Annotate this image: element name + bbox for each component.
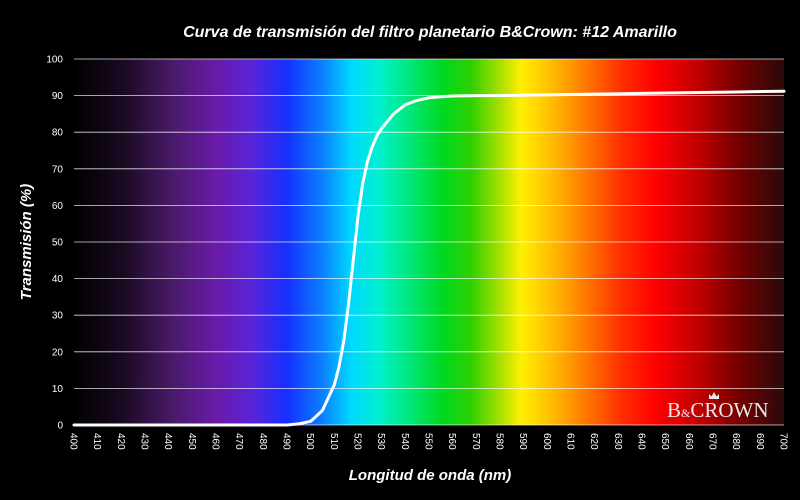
transmission-curve — [72, 89, 786, 427]
x-tick-label: 640 — [636, 433, 647, 450]
bcrown-logo: B&CROWN — [667, 392, 769, 422]
x-tick-label: 650 — [659, 433, 670, 450]
x-tick-label: 660 — [683, 433, 694, 450]
chart-title: Curva de transmisión del filtro planetar… — [183, 24, 677, 41]
x-tick-label: 620 — [588, 433, 599, 450]
y-tick-label: 10 — [52, 384, 64, 395]
x-tick-label: 440 — [162, 433, 173, 450]
y-tick-label: 40 — [52, 274, 64, 285]
logo-crown: CROWN — [690, 398, 768, 422]
y-tick-label: 70 — [52, 164, 64, 175]
x-tick-label: 420 — [115, 433, 126, 450]
x-tick-label: 600 — [541, 433, 552, 450]
x-tick-label: 560 — [446, 433, 457, 450]
y-tick-label: 30 — [52, 311, 64, 322]
x-tick-label: 430 — [139, 433, 150, 450]
crown-icon — [709, 392, 719, 399]
y-tick-label: 50 — [52, 238, 64, 249]
x-axis-ticks: 400 410 420 430 440 450 460 470 480 490 500 510 520 5… — [68, 433, 789, 450]
logo-b: B — [667, 398, 681, 422]
x-tick-label: 520 — [352, 433, 363, 450]
x-tick-label: 470 — [233, 433, 244, 450]
y-tick-label: 60 — [52, 201, 64, 212]
x-tick-label: 700 — [778, 433, 789, 450]
x-tick-label: 610 — [565, 433, 576, 450]
x-tick-label: 630 — [612, 433, 623, 450]
y-tick-label: 0 — [57, 421, 63, 432]
y-axis-ticks: 0 10 20 30 40 50 60 70 80 90 100 — [46, 55, 63, 432]
y-tick-label: 80 — [52, 128, 64, 139]
x-tick-label: 480 — [257, 433, 268, 450]
x-tick-label: 570 — [470, 433, 481, 450]
y-tick-label: 20 — [52, 347, 64, 358]
svg-text:B&CROWN: B&CROWN — [667, 398, 769, 422]
x-tick-label: 690 — [754, 433, 765, 450]
x-axis-title: Longitud de onda (nm) — [349, 467, 511, 484]
x-tick-label: 540 — [399, 433, 410, 450]
x-tick-label: 550 — [423, 433, 434, 450]
grid — [74, 58, 784, 426]
y-tick-label: 100 — [46, 55, 63, 66]
x-tick-label: 400 — [68, 433, 79, 450]
x-tick-label: 410 — [91, 433, 102, 450]
y-axis-title: Transmisión (%) — [18, 184, 35, 300]
x-tick-label: 510 — [328, 433, 339, 450]
x-tick-label: 450 — [186, 433, 197, 450]
x-tick-label: 590 — [517, 433, 528, 450]
x-tick-label: 670 — [707, 433, 718, 450]
x-tick-label: 460 — [210, 433, 221, 450]
x-tick-label: 500 — [304, 433, 315, 450]
x-tick-label: 490 — [281, 433, 292, 450]
x-tick-label: 680 — [730, 433, 741, 450]
y-tick-label: 90 — [52, 91, 64, 102]
x-tick-label: 580 — [494, 433, 505, 450]
x-tick-label: 530 — [375, 433, 386, 450]
logo-ampersand: & — [681, 406, 691, 420]
